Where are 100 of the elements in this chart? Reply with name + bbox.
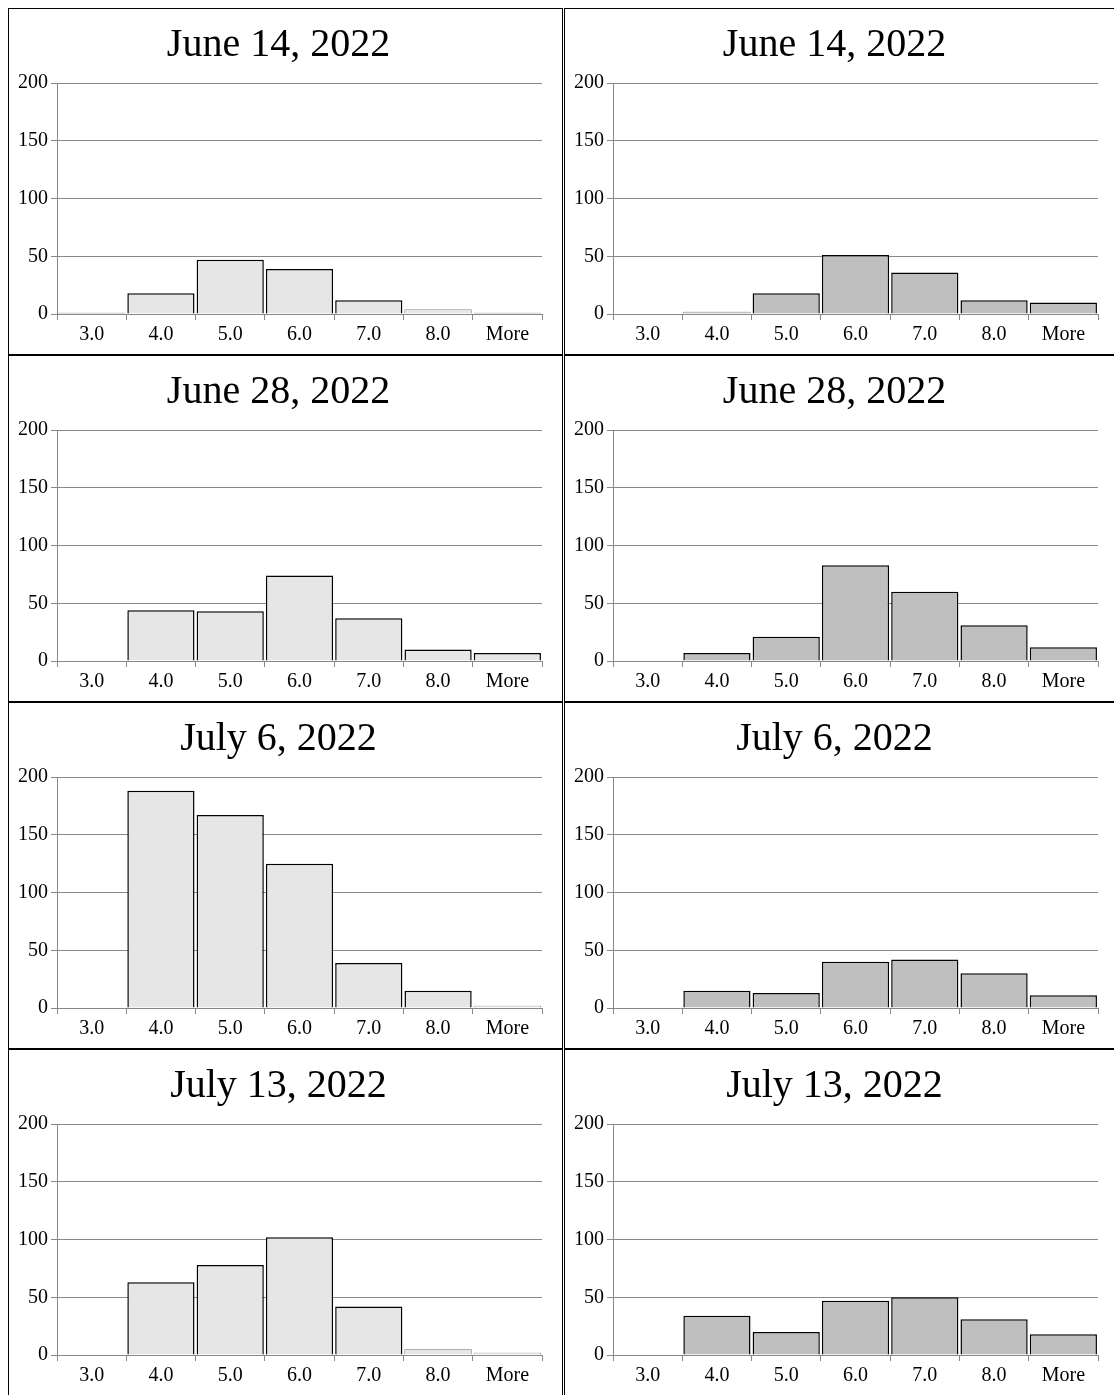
y-tick-label: 150 [18,822,48,844]
chart-title: July 6, 2022 [736,713,933,759]
chart-title: June 28, 2022 [166,366,391,412]
y-tick-label: 150 [18,1169,48,1191]
x-tick-label: 3.0 [79,1016,105,1039]
chart-title: June 14, 2022 [166,19,391,65]
x-tick-label: More [485,322,530,345]
y-tick-label: 50 [584,243,604,266]
chart-title: July 13, 2022 [170,1060,387,1106]
x-tick-label: 6.0 [287,669,312,692]
x-tick-label: 6.0 [287,1363,312,1386]
y-tick-label: 200 [18,70,48,93]
y-tick-label: 200 [574,70,604,93]
y-tick-label: 100 [574,532,604,555]
x-tick-label: 7.0 [912,322,938,345]
y-tick-label: 150 [574,1169,604,1191]
y-tick-label: 150 [574,128,604,150]
y-tick-label: 0 [38,301,48,324]
x-tick-label: More [1041,1363,1086,1386]
x-tick-label: 4.0 [148,322,174,345]
x-tick-label: More [485,669,530,692]
x-tick-label: 3.0 [635,1016,661,1039]
x-tick-label: 7.0 [912,1363,938,1386]
x-tick-label: 5.0 [217,322,243,345]
x-tick-label: 6.0 [843,1016,868,1039]
y-tick-label: 200 [574,764,604,787]
x-tick-label: 6.0 [287,1016,312,1039]
y-tick-label: 100 [18,879,48,902]
chart-title: July 13, 2022 [726,1060,943,1106]
y-tick-label: 150 [18,128,48,150]
x-tick-label: 8.0 [981,669,1007,692]
x-tick-label: 3.0 [79,322,105,345]
x-tick-label: 4.0 [704,669,730,692]
y-tick-label: 50 [584,937,604,960]
y-tick-label: 200 [574,417,604,440]
y-tick-label: 50 [28,243,48,266]
x-tick-label: 8.0 [425,1016,451,1039]
x-tick-label: 3.0 [635,322,661,345]
y-tick-label: 150 [18,475,48,497]
y-tick-label: 50 [28,937,48,960]
x-tick-label: 6.0 [843,669,868,692]
x-tick-label: 8.0 [425,322,451,345]
x-tick-label: 5.0 [217,1363,243,1386]
x-tick-label: 6.0 [287,322,312,345]
y-tick-label: 200 [574,1111,604,1134]
chart-title: July 6, 2022 [180,713,377,759]
y-tick-label: 50 [28,1284,48,1307]
x-tick-label: 4.0 [704,322,730,345]
y-tick-label: 0 [38,648,48,671]
x-tick-label: 8.0 [981,322,1007,345]
y-tick-label: 100 [18,185,48,208]
y-tick-label: 50 [28,590,48,613]
y-tick-label: 50 [584,1284,604,1307]
x-tick-label: 6.0 [843,1363,868,1386]
x-tick-label: 7.0 [356,1016,382,1039]
x-tick-label: 7.0 [912,669,938,692]
x-tick-label: 7.0 [356,669,382,692]
y-tick-label: 0 [38,1342,48,1365]
x-tick-label: 7.0 [356,1363,382,1386]
x-tick-label: 4.0 [148,1363,174,1386]
y-tick-label: 0 [38,995,48,1018]
y-tick-label: 0 [594,648,604,671]
x-tick-label: 3.0 [79,1363,105,1386]
x-tick-label: 4.0 [148,1016,174,1039]
x-tick-label: 8.0 [425,1363,451,1386]
x-tick-label: 5.0 [773,669,799,692]
x-tick-label: 7.0 [912,1016,938,1039]
x-tick-label: 5.0 [773,322,799,345]
x-tick-label: 5.0 [773,1016,799,1039]
chart-title: June 14, 2022 [722,19,947,65]
x-tick-label: More [1041,322,1086,345]
y-tick-label: 150 [574,822,604,844]
y-tick-label: 100 [18,1226,48,1249]
chart-title: June 28, 2022 [722,366,947,412]
x-tick-label: More [1041,669,1086,692]
x-tick-label: 7.0 [356,322,382,345]
y-tick-label: 0 [594,1342,604,1365]
y-tick-label: 100 [574,1226,604,1249]
y-tick-label: 50 [584,590,604,613]
y-tick-label: 100 [574,879,604,902]
x-tick-label: 3.0 [635,1363,661,1386]
x-tick-label: 3.0 [635,669,661,692]
y-tick-label: 100 [574,185,604,208]
x-tick-label: More [1041,1016,1086,1039]
y-tick-label: 200 [18,764,48,787]
x-tick-label: 4.0 [704,1363,730,1386]
y-tick-label: 200 [18,1111,48,1134]
y-tick-label: 0 [594,301,604,324]
x-tick-label: 4.0 [148,669,174,692]
y-tick-label: 100 [18,532,48,555]
x-tick-label: 8.0 [981,1363,1007,1386]
x-tick-label: More [485,1016,530,1039]
x-tick-label: 8.0 [425,669,451,692]
x-tick-label: More [485,1363,530,1386]
x-tick-label: 6.0 [843,322,868,345]
x-tick-label: 5.0 [773,1363,799,1386]
y-tick-label: 200 [18,417,48,440]
x-tick-label: 5.0 [217,1016,243,1039]
y-tick-label: 150 [574,475,604,497]
x-tick-label: 3.0 [79,669,105,692]
